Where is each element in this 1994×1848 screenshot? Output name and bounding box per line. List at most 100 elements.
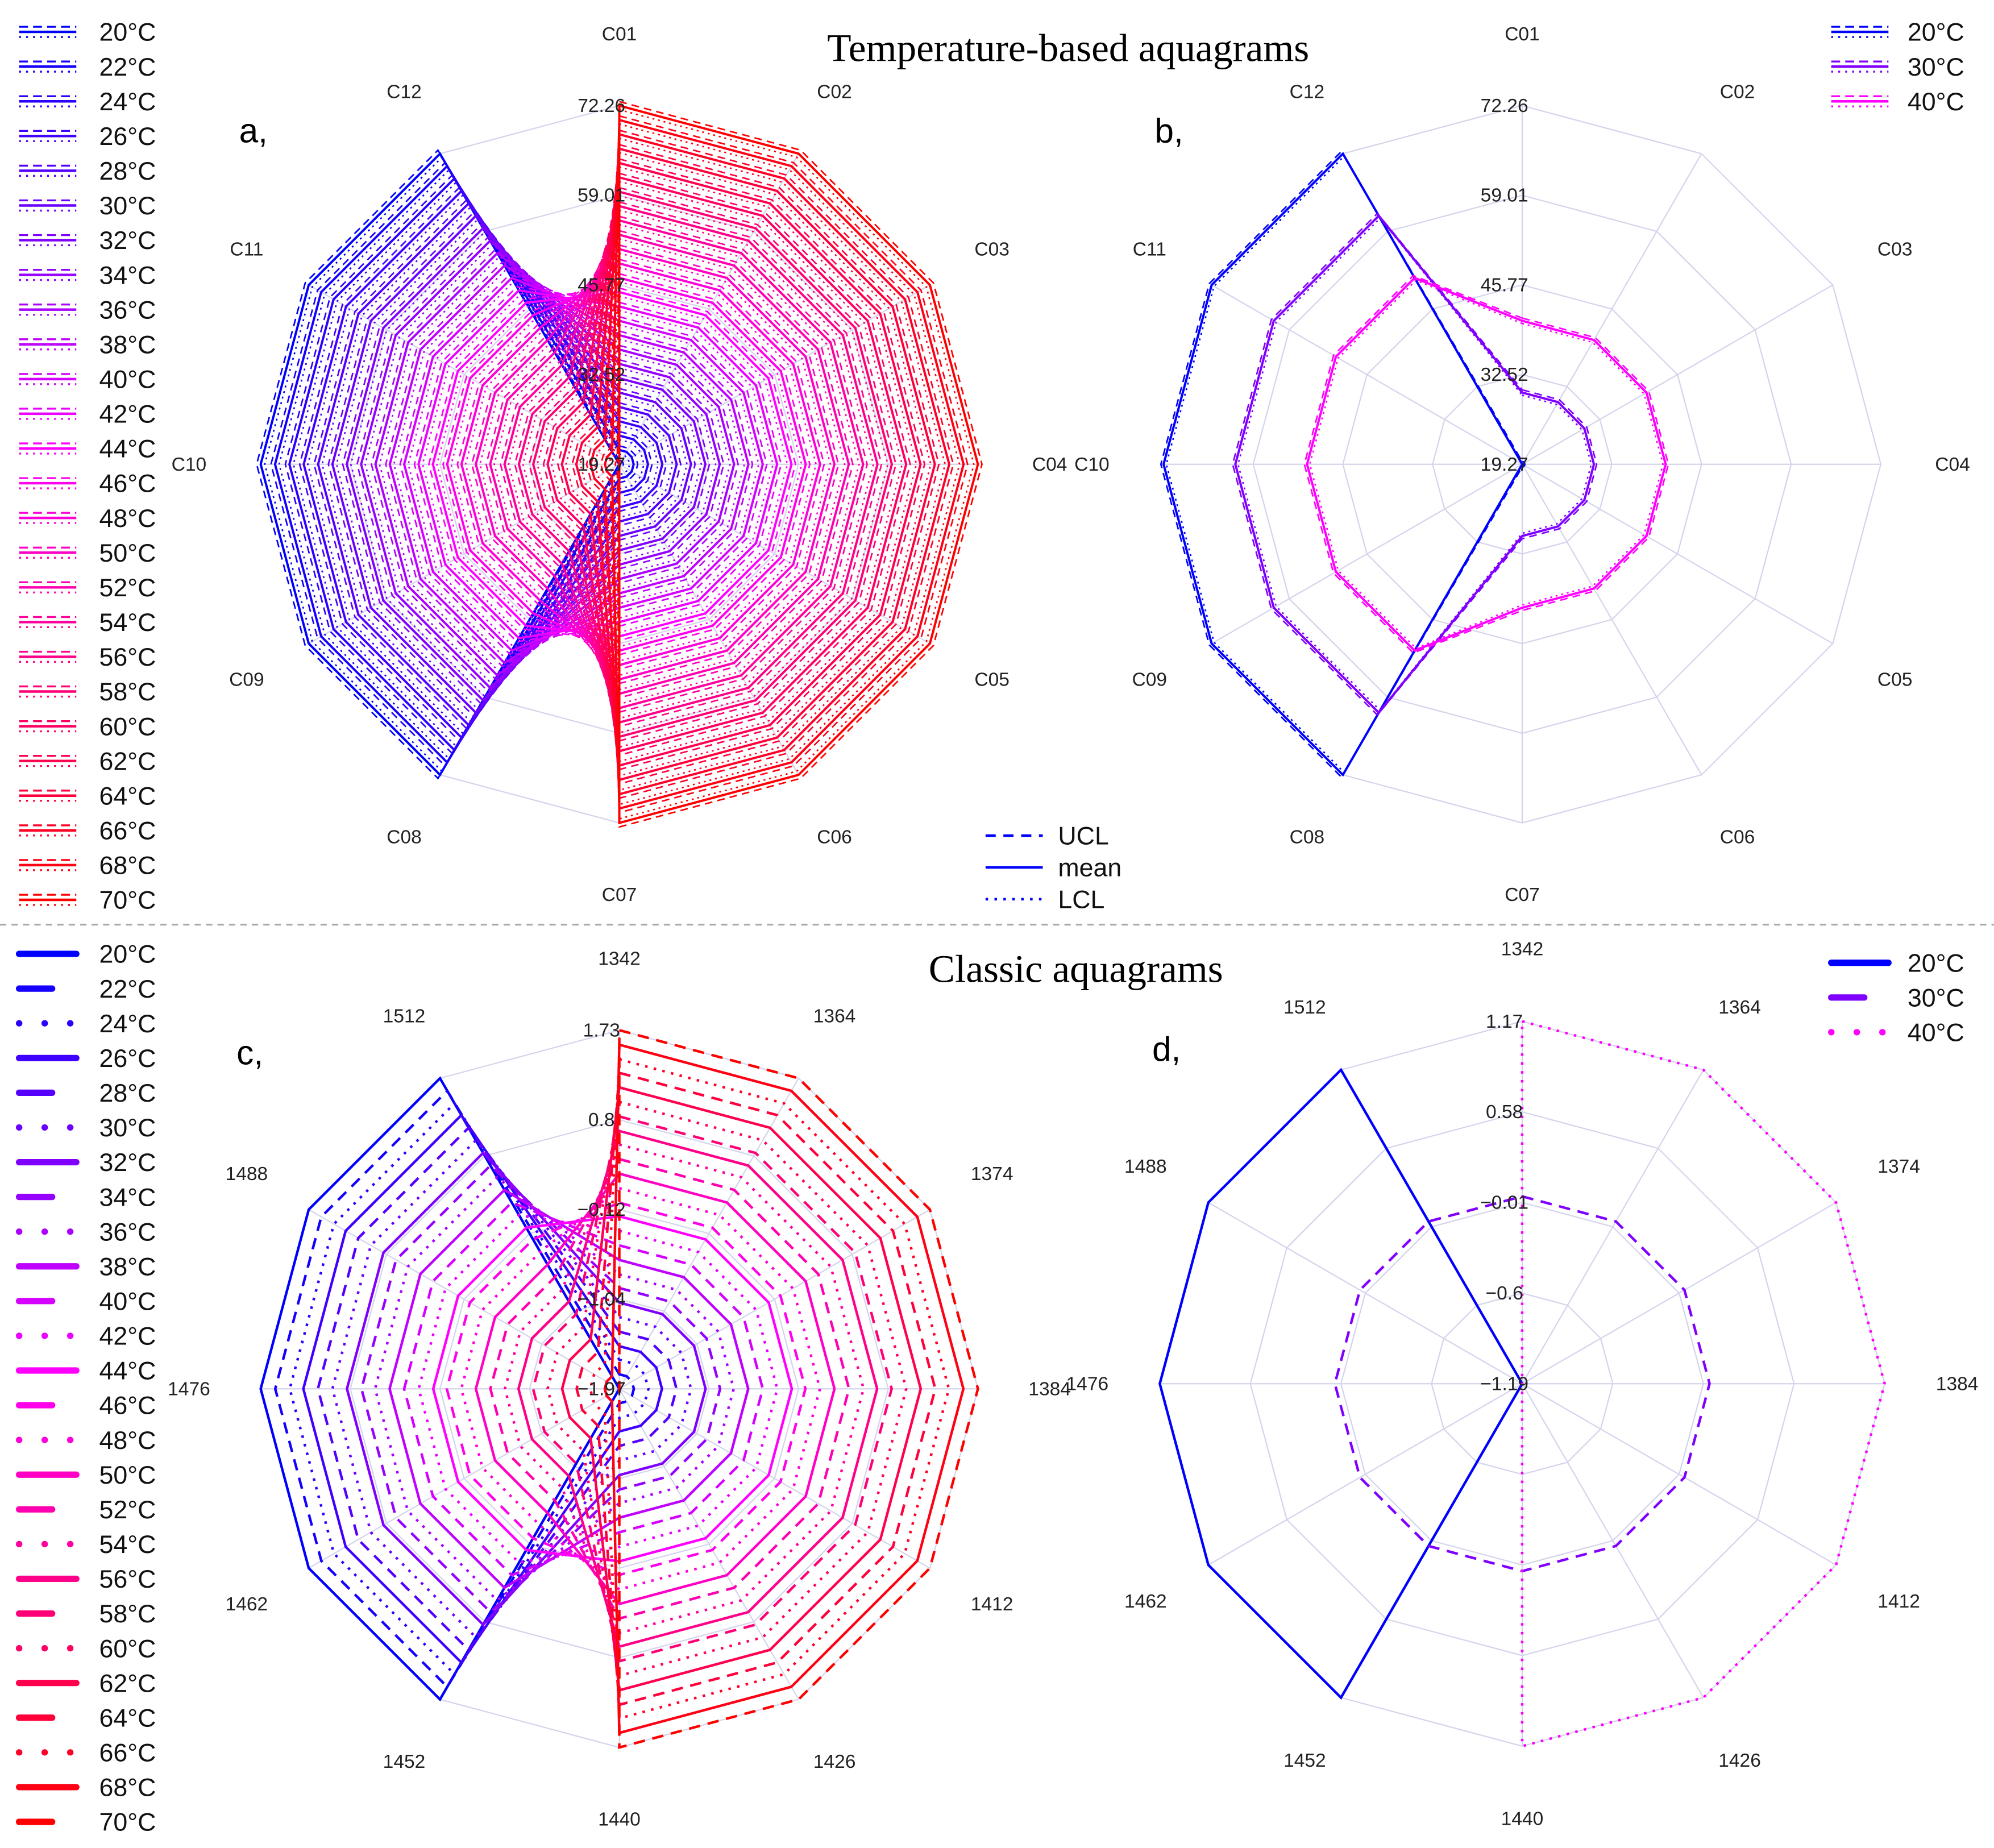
mean-line: [618, 104, 979, 825]
title-temperature-based: Temperature-based aquagrams: [827, 27, 1309, 70]
legend-item: 58°C: [19, 678, 156, 706]
grid-spoke: [1208, 1202, 1523, 1385]
lcl-line: [422, 293, 774, 636]
legend-label: 28°C: [99, 157, 156, 185]
series-42°C: [417, 1214, 779, 1564]
legend-label: 36°C: [99, 1218, 156, 1246]
legend-item: 54°C: [19, 608, 156, 637]
grid-spoke: [308, 1209, 620, 1390]
axis-label: 1462: [1124, 1591, 1167, 1612]
axis-label: C06: [1720, 827, 1755, 848]
lcl-line: [608, 123, 961, 805]
legend-label: 36°C: [99, 296, 156, 324]
axis-label: C05: [1877, 669, 1913, 690]
legend-label: 44°C: [99, 1357, 156, 1385]
legend-item: 20°C: [1831, 18, 1964, 47]
radial-tick-label: 0.58: [1486, 1102, 1523, 1123]
legend-label: 66°C: [99, 816, 156, 845]
axis-label: 1452: [383, 1751, 426, 1772]
series-56°C: [517, 1129, 879, 1648]
series-40°C: [402, 1201, 765, 1577]
axis-label: 1374: [1877, 1156, 1920, 1177]
legend-item: 32°C: [19, 226, 156, 255]
axis-label: C09: [229, 669, 264, 690]
legend-item: 44°C: [19, 435, 156, 463]
legend-label: 26°C: [99, 1044, 156, 1073]
axis-label: C12: [387, 81, 422, 102]
series-34°C: [360, 1164, 722, 1614]
legend-label: 54°C: [99, 608, 156, 637]
series-58°C: [531, 1115, 893, 1663]
legend-item: 34°C: [19, 261, 156, 289]
grid-spoke: [1522, 464, 1702, 775]
legend-label: 48°C: [99, 504, 156, 533]
legend-label: 42°C: [99, 1322, 156, 1351]
legend-item: 24°C: [19, 88, 156, 116]
legend-label: 64°C: [99, 782, 156, 810]
series-line: [360, 1164, 722, 1614]
series-line: [589, 1057, 950, 1720]
series-line: [531, 1115, 893, 1663]
series-66°C: [589, 1057, 950, 1720]
series-40°C: [1521, 1019, 1886, 1748]
axis-label: 1426: [813, 1751, 856, 1772]
axis-label: 1412: [971, 1594, 1013, 1615]
grid-spoke: [618, 153, 799, 465]
legend-item: 48°C: [15, 1426, 156, 1455]
legend-item: 68°C: [15, 1774, 156, 1802]
legend-item: 56°C: [19, 643, 156, 671]
grid-spoke: [1522, 1383, 1837, 1566]
axis-label: C02: [1720, 81, 1755, 102]
legend-item: 56°C: [15, 1565, 156, 1593]
legend-label: 22°C: [99, 53, 156, 81]
radial-tick-label: −0.6: [1486, 1283, 1523, 1304]
grid-spoke: [1208, 1383, 1523, 1566]
legend-item: 70°C: [15, 1808, 156, 1837]
legend-label: 30°C: [99, 192, 156, 220]
legend-label: 58°C: [99, 1600, 156, 1628]
lcl-line: [479, 252, 832, 676]
axis-label: 1476: [168, 1378, 210, 1400]
axis-label: C10: [1074, 454, 1110, 475]
legend-label: 34°C: [99, 261, 156, 289]
legend-item: 52°C: [19, 574, 156, 602]
legend-item: 20°C: [15, 940, 156, 969]
lcl-line: [1237, 217, 1592, 712]
axis-label: 1426: [1718, 1750, 1761, 1771]
grid-spoke: [618, 1209, 930, 1390]
panel-label: a,: [239, 111, 268, 150]
legend-item: 22°C: [19, 53, 156, 81]
title-classic: Classic aquagrams: [929, 947, 1223, 991]
grid-spoke: [618, 284, 930, 465]
grid-spoke: [1522, 463, 1833, 645]
legend-item: 48°C: [19, 504, 156, 533]
series-line: [373, 1176, 736, 1602]
radial-tick-label: 45.77: [1481, 275, 1528, 296]
legend-label: 48°C: [99, 1426, 156, 1455]
series-line: [474, 1172, 836, 1606]
mean-line: [1162, 152, 1524, 777]
series-20°C: [1158, 1068, 1524, 1700]
axis-label: 1476: [1066, 1373, 1109, 1394]
series-line: [302, 1113, 663, 1665]
legend-item: 62°C: [15, 1669, 156, 1697]
axis-label: 1512: [1283, 997, 1326, 1018]
axis-label: C04: [1032, 454, 1067, 475]
legend-label: 20°C: [1908, 18, 1964, 47]
axis-label: C02: [817, 81, 852, 102]
series-40°C: [1303, 275, 1669, 654]
axis-label: C09: [1132, 669, 1168, 690]
legend-item: 24°C: [15, 1010, 156, 1038]
legend-item: 64°C: [19, 782, 156, 810]
axis-label: 1342: [1501, 938, 1544, 960]
legend-item: 40°C: [1828, 1019, 1964, 1047]
legend-label: 40°C: [1908, 88, 1964, 116]
legend-label: 38°C: [99, 1252, 156, 1281]
legend-item: 40°C: [1831, 88, 1964, 116]
radar-panel-b: C01 C02 C03 C04 C05 C06 C07 C08 C09 C10 C11 C12 20°C…: [1074, 18, 1970, 906]
radial-tick-label: 32.52: [1481, 364, 1528, 385]
series-line: [259, 1076, 621, 1702]
ucl-legend-label: UCL: [1058, 822, 1109, 850]
axis-label: 1440: [598, 1809, 641, 1830]
legend-label: 20°C: [1908, 949, 1964, 977]
